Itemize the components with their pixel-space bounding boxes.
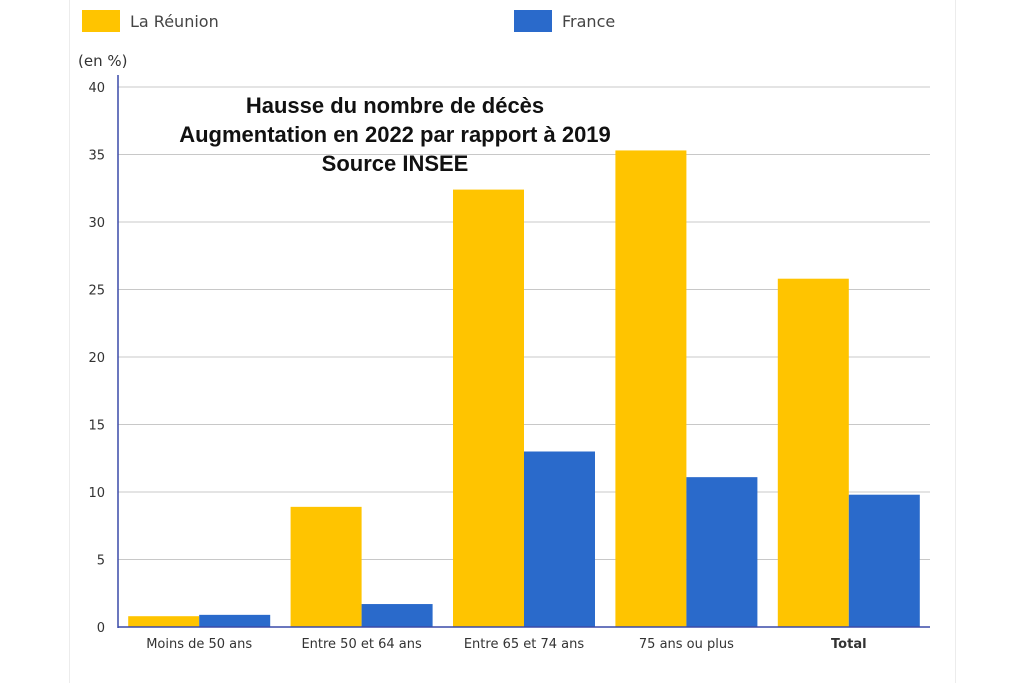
y-tick-label: 30 xyxy=(88,216,105,231)
legend-swatch-france xyxy=(514,10,552,32)
y-tick-label: 25 xyxy=(88,284,105,299)
legend-item-la-reunion[interactable]: La Réunion xyxy=(82,10,219,32)
bar-la-reunion-4 xyxy=(777,278,849,627)
y-tick-labels: 0 5 10 15 20 25 30 35 40 xyxy=(88,81,105,636)
bar-france-2 xyxy=(524,451,595,627)
bar-la-reunion-0 xyxy=(128,616,200,627)
bars xyxy=(128,150,920,627)
chart-title: Hausse du nombre de décès Augmentation e… xyxy=(95,91,695,178)
legend-item-france[interactable]: France xyxy=(514,10,615,32)
chart-title-line-1: Hausse du nombre de décès xyxy=(245,93,545,118)
legend-swatch-la-reunion xyxy=(82,10,120,32)
y-tick-label: 35 xyxy=(88,149,105,164)
x-tick-label: 75 ans ou plus xyxy=(639,637,734,652)
bar-la-reunion-3 xyxy=(615,150,687,627)
bar-france-1 xyxy=(361,604,433,627)
x-tick-label: Entre 50 et 64 ans xyxy=(301,637,422,652)
y-tick-label: 5 xyxy=(97,554,105,569)
legend-label-france: France xyxy=(562,11,616,31)
legend: La Réunion France xyxy=(0,0,1024,44)
x-tick-label: Entre 65 et 74 ans xyxy=(464,637,585,652)
bar-france-4 xyxy=(848,494,920,627)
bar-la-reunion-2 xyxy=(453,189,524,627)
y-tick-label: 20 xyxy=(88,351,105,366)
legend-label-la-reunion: La Réunion xyxy=(130,11,219,31)
y-tick-label: 10 xyxy=(88,486,105,501)
y-tick-label: 0 xyxy=(97,621,105,636)
chart-title-line-2: Augmentation en 2022 par rapport à 2019 xyxy=(179,122,611,147)
y-tick-label: 15 xyxy=(88,419,105,434)
bar-france-3 xyxy=(686,477,758,627)
y-axis-unit-label: (en %) xyxy=(78,52,128,70)
x-tick-labels: Moins de 50 ans Entre 50 et 64 ans Entre 6… xyxy=(146,637,866,652)
bar-france-0 xyxy=(199,614,271,627)
axes xyxy=(117,75,930,628)
frame-right-border xyxy=(955,0,956,683)
frame-left-border xyxy=(69,0,70,683)
x-tick-label: Moins de 50 ans xyxy=(146,637,252,652)
chart-title-line-3: Source INSEE xyxy=(321,151,469,176)
x-tick-label: Total xyxy=(831,637,867,652)
bar-la-reunion-1 xyxy=(290,506,362,627)
y-tick-label: 40 xyxy=(88,81,105,96)
